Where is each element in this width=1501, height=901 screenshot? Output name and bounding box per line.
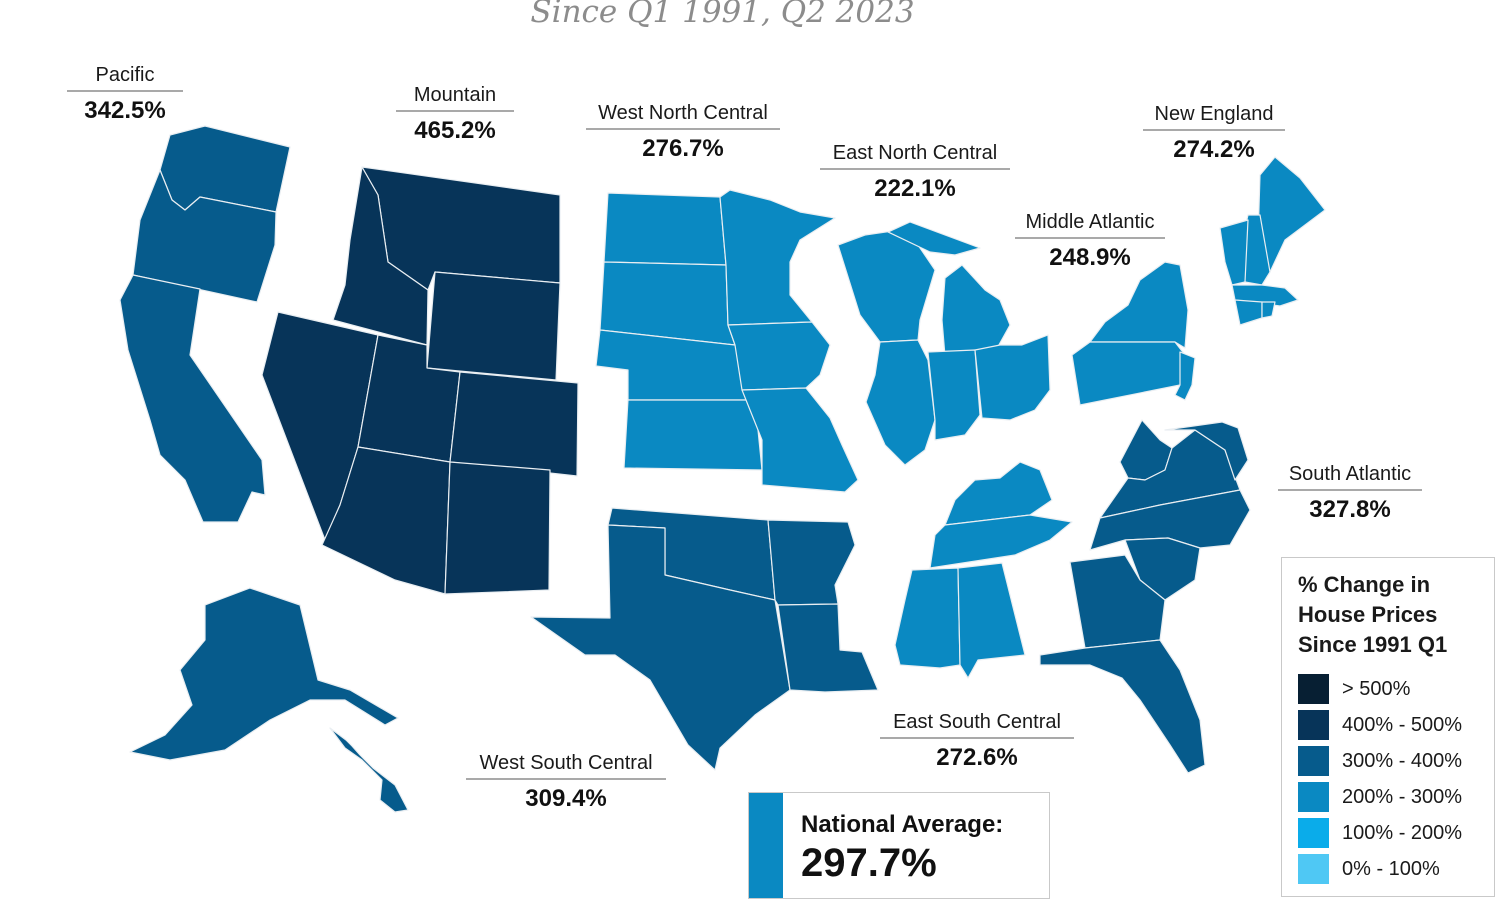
state-illinois [865, 339, 936, 466]
region-name-new-england: New England [1143, 103, 1285, 131]
label-east-south-central: East South Central 272.6% [880, 711, 1074, 772]
region-name-east-south-central: East South Central [880, 711, 1074, 739]
region-mountain [261, 166, 579, 595]
region-east-north-central [837, 221, 1051, 466]
state-rhode-island [1261, 301, 1276, 319]
legend-swatch [1298, 746, 1329, 776]
region-south-atlantic [1039, 419, 1251, 774]
state-new-jersey [1174, 351, 1196, 401]
state-maine [1257, 156, 1326, 273]
region-name-west-north-central: West North Central [586, 102, 780, 130]
label-west-south-central: West South Central 309.4% [466, 752, 666, 813]
legend-label: 300% - 400% [1342, 750, 1463, 772]
state-pennsylvania [1071, 341, 1186, 406]
region-value-mountain: 465.2% [414, 117, 496, 144]
state-arkansas [767, 519, 856, 606]
region-name-west-south-central: West South Central [466, 752, 666, 780]
region-value-pacific: 342.5% [84, 97, 166, 124]
region-name-mountain: Mountain [396, 84, 514, 112]
region-value-middle-atlantic: 248.9% [1049, 244, 1131, 271]
national-average-color-bar [749, 793, 783, 898]
legend-label: 200% - 300% [1342, 786, 1463, 808]
label-east-north-central: East North Central 222.1% [820, 142, 1010, 203]
legend-swatch [1298, 782, 1329, 812]
state-michigan-upper [887, 221, 981, 256]
legend-label: 100% - 200% [1342, 822, 1463, 844]
legend-swatch [1298, 674, 1329, 704]
state-maryland-delaware [1164, 421, 1249, 481]
state-california [119, 274, 266, 523]
legend-swatch [1298, 818, 1329, 848]
legend-label: 400% - 500% [1342, 714, 1463, 736]
label-new-england: New England 274.2% [1143, 103, 1285, 164]
label-west-north-central: West North Central 276.7% [586, 102, 780, 163]
map-subtitle: Since Q1 1991, Q2 2023 [530, 0, 915, 30]
region-new-england [1219, 156, 1326, 326]
state-minnesota [719, 189, 836, 326]
legend-swatch [1298, 854, 1329, 884]
state-north-dakota [603, 192, 727, 266]
national-average-value: 297.7% [801, 841, 937, 885]
region-name-pacific: Pacific [67, 64, 183, 92]
region-value-east-south-central: 272.6% [936, 744, 1018, 771]
state-michigan [941, 264, 1011, 357]
map-legend: % Change in House Prices Since 1991 Q1 >… [1281, 557, 1495, 897]
state-florida [1039, 639, 1206, 774]
region-value-south-atlantic: 327.8% [1309, 496, 1391, 523]
national-average-box: National Average: 297.7% [748, 792, 1050, 899]
region-name-middle-atlantic: Middle Atlantic [1015, 211, 1165, 239]
state-kansas [623, 399, 763, 471]
label-pacific: Pacific 342.5% [67, 64, 183, 125]
state-texas [530, 524, 791, 771]
region-west-south-central [530, 507, 879, 771]
state-tennessee [929, 514, 1073, 569]
region-pacific [119, 125, 409, 813]
region-west-north-central [595, 189, 859, 493]
region-name-east-north-central: East North Central [820, 142, 1010, 170]
state-north-carolina [1089, 489, 1251, 551]
state-washington [159, 125, 291, 213]
state-vermont [1219, 219, 1249, 286]
region-east-south-central [894, 461, 1073, 679]
state-hawaii [329, 727, 409, 813]
region-value-west-south-central: 309.4% [525, 785, 607, 812]
state-wyoming [426, 271, 561, 381]
state-missouri [741, 387, 859, 493]
state-wisconsin [837, 229, 936, 343]
state-oregon [132, 169, 277, 303]
region-middle-atlantic [1071, 261, 1196, 406]
legend-swatch [1298, 710, 1329, 740]
label-south-atlantic: South Atlantic 327.8% [1278, 463, 1422, 524]
state-colorado [449, 371, 579, 477]
state-alaska [129, 587, 399, 761]
legend-title: % Change in House Prices Since 1991 Q1 [1298, 572, 1448, 657]
legend-label: > 500% [1342, 678, 1411, 700]
state-connecticut [1234, 299, 1263, 326]
state-new-york [1089, 261, 1189, 349]
region-value-new-england: 274.2% [1173, 136, 1255, 163]
state-louisiana [777, 603, 879, 693]
state-mississippi [894, 567, 961, 669]
state-new-mexico [444, 461, 551, 595]
legend-label: 0% - 100% [1342, 858, 1440, 880]
state-indiana [927, 349, 981, 441]
region-name-south-atlantic: South Atlantic [1278, 463, 1422, 491]
region-value-east-north-central: 222.1% [874, 175, 956, 202]
state-ohio [974, 334, 1051, 421]
state-alabama [957, 562, 1026, 679]
label-middle-atlantic: Middle Atlantic 248.9% [1015, 211, 1165, 272]
region-value-west-north-central: 276.7% [642, 135, 724, 162]
label-mountain: Mountain 465.2% [396, 84, 514, 145]
state-iowa [727, 321, 831, 391]
national-average-label: National Average: [801, 811, 1004, 838]
